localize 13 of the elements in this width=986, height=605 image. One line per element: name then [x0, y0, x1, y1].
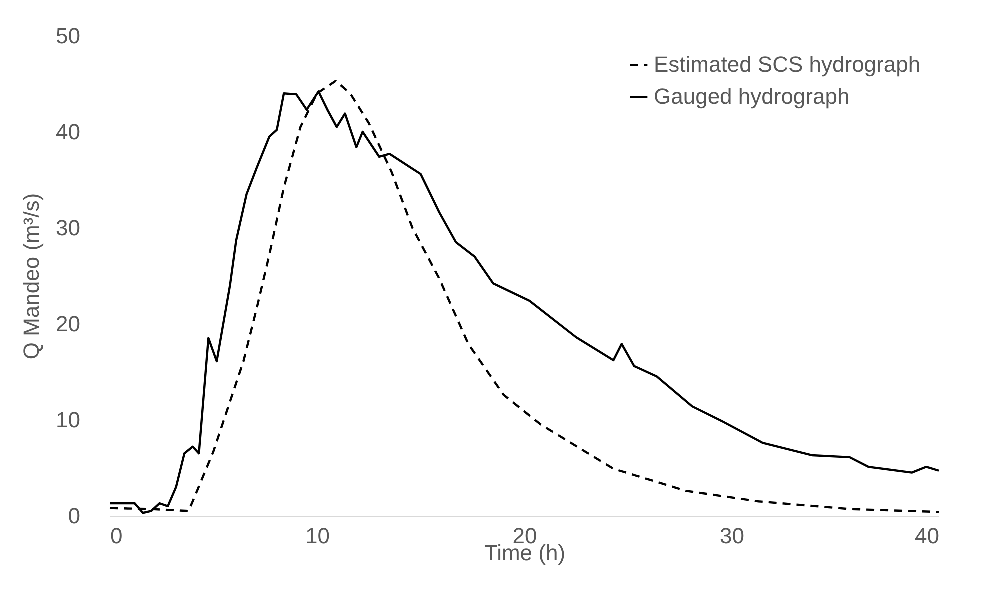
y-tick-label: 0 — [68, 504, 80, 528]
legend-label: Estimated SCS hydrograph — [654, 52, 921, 77]
y-axis-title: Q Mandeo (m³/s) — [19, 193, 44, 360]
y-tick-label: 50 — [56, 24, 80, 48]
x-tick-label: 40 — [915, 524, 940, 548]
y-tick-label: 40 — [56, 120, 80, 144]
x-tick-label: 0 — [110, 524, 123, 548]
y-tick-label: 30 — [56, 216, 80, 240]
x-tick-label: 30 — [720, 524, 744, 548]
y-tick-label: 10 — [56, 408, 80, 432]
y-tick-label: 20 — [56, 312, 80, 336]
x-tick-label: 10 — [306, 524, 330, 548]
legend-label: Gauged hydrograph — [654, 84, 850, 109]
